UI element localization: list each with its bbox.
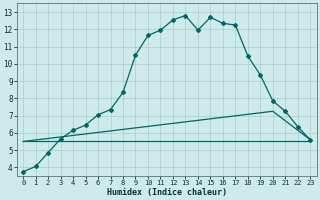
X-axis label: Humidex (Indice chaleur): Humidex (Indice chaleur) [107, 188, 227, 197]
